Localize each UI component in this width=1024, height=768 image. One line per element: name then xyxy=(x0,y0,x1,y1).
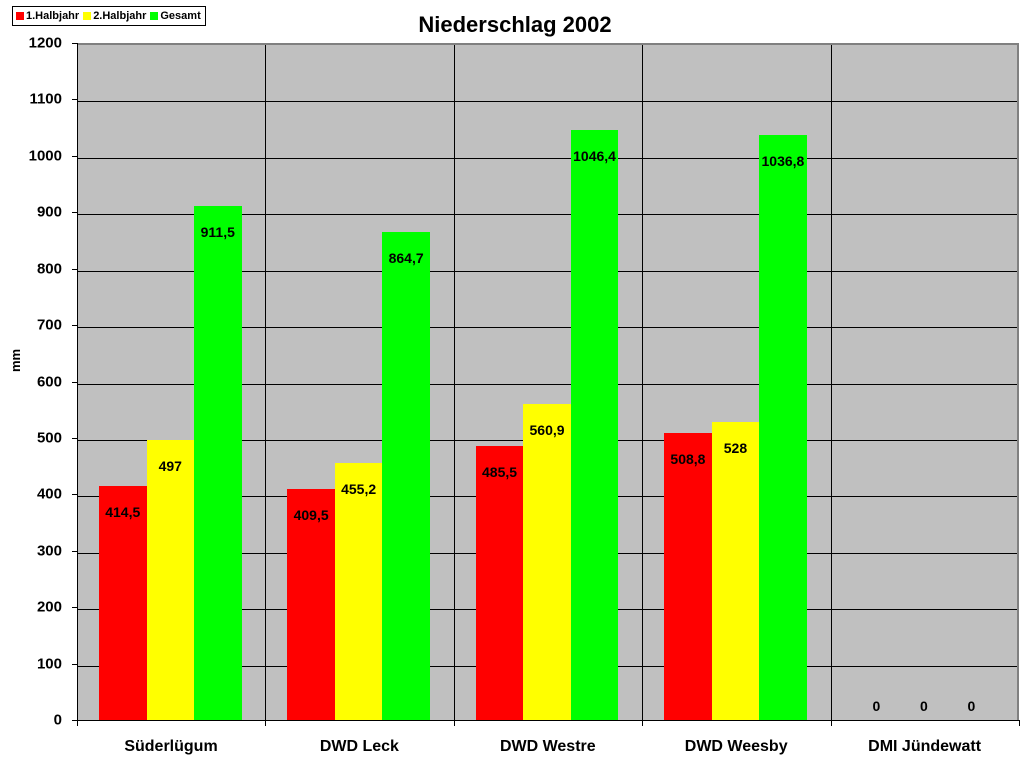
legend-swatch-green xyxy=(150,12,159,20)
y-tick xyxy=(72,212,77,214)
bar-gesamt xyxy=(194,205,242,720)
category-label: DWD Leck xyxy=(319,738,399,755)
data-label: 0 xyxy=(872,698,881,714)
category-label: Süderlügum xyxy=(124,738,218,755)
data-label: 911,5 xyxy=(200,223,235,240)
y-tick xyxy=(72,43,77,44)
category-label: DWD Weesby xyxy=(684,738,788,755)
y-axis-label: mm xyxy=(8,348,23,372)
x-tick xyxy=(642,720,644,726)
y-tick-label: 900 xyxy=(36,203,62,221)
x-tick xyxy=(830,720,832,726)
y-tick xyxy=(72,550,77,552)
y-axis xyxy=(77,43,78,721)
gridline xyxy=(77,270,1017,272)
y-tick xyxy=(72,325,77,327)
data-label: 455,2 xyxy=(341,481,377,498)
legend-item-2-halbjahr: 2.Halbjahr xyxy=(83,10,146,22)
data-label: 497 xyxy=(158,457,182,474)
y-tick-label: 0 xyxy=(53,711,62,729)
plot-area: 414,5 497 911,5 409,5 455,2 864,7 485,5 560,9 10… xyxy=(77,43,1019,720)
data-label: 560,9 xyxy=(529,421,565,438)
legend-label: 1.Halbjahr xyxy=(26,10,80,22)
legend-label: 2.Halbjahr xyxy=(93,10,147,22)
legend-item-gesamt: Gesamt xyxy=(150,10,201,22)
bar-1-halbjahr xyxy=(99,486,147,720)
gridline xyxy=(77,383,1017,385)
category-divider xyxy=(642,45,644,720)
bar-gesamt xyxy=(382,232,430,720)
y-tick xyxy=(72,99,77,101)
bar-1-halbjahr xyxy=(664,432,712,720)
bar-gesamt xyxy=(570,129,619,720)
category-divider xyxy=(265,45,267,720)
y-tick xyxy=(72,494,77,496)
legend-swatch-yellow xyxy=(83,12,92,20)
legend-item-1-halbjahr: 1.Halbjahr xyxy=(16,10,79,22)
y-tick-label: 1100 xyxy=(29,90,62,108)
x-tick xyxy=(453,720,455,726)
bar-2-halbjahr xyxy=(523,403,571,720)
y-tick xyxy=(72,663,77,665)
bar-1-halbjahr xyxy=(475,446,524,720)
y-tick xyxy=(72,155,77,157)
y-tick xyxy=(72,607,77,609)
y-tick-label: 1000 xyxy=(28,147,62,165)
y-tick-label: 500 xyxy=(36,429,62,447)
y-tick-label: 300 xyxy=(36,542,62,560)
category-divider xyxy=(453,45,455,720)
x-axis xyxy=(77,720,1019,721)
y-tick xyxy=(72,381,77,383)
y-tick-label: 100 xyxy=(36,655,62,673)
y-tick-label: 600 xyxy=(36,373,62,390)
data-label: 508,8 xyxy=(670,450,706,467)
data-label: 414,5 xyxy=(105,504,141,521)
x-tick xyxy=(1019,720,1020,726)
y-tick-label: 400 xyxy=(36,485,62,503)
bar-2-halbjahr xyxy=(146,439,194,720)
data-label: 0 xyxy=(919,698,928,714)
data-label: 0 xyxy=(967,698,976,714)
bar-2-halbjahr xyxy=(711,422,760,720)
data-label: 1046,4 xyxy=(573,147,616,164)
y-tick-label: 800 xyxy=(36,260,62,278)
x-tick xyxy=(265,720,267,726)
category-label: DMI Jündewatt xyxy=(868,738,982,755)
y-tick-label: 1200 xyxy=(28,34,62,52)
gridline xyxy=(77,157,1017,159)
chart-title: Niederschlag 2002 xyxy=(418,12,612,37)
y-tick xyxy=(72,437,77,439)
legend-swatch-red xyxy=(16,12,24,20)
y-tick-label: 200 xyxy=(36,598,62,616)
x-tick xyxy=(77,720,78,726)
data-label: 1036,8 xyxy=(761,153,805,170)
y-tick-label: 700 xyxy=(36,316,62,334)
data-label: 409,5 xyxy=(293,506,329,523)
gridline xyxy=(77,214,1017,216)
category-label: DWD Westre xyxy=(499,738,596,755)
legend-label: Gesamt xyxy=(160,10,201,22)
chart-legend: 1.Halbjahr 2.Halbjahr Gesamt xyxy=(12,6,206,26)
y-tick xyxy=(72,268,77,270)
data-label: 485,5 xyxy=(482,464,518,481)
gridline xyxy=(77,327,1017,329)
data-label: 528 xyxy=(723,440,748,457)
bar-2-halbjahr xyxy=(334,463,383,720)
y-tick xyxy=(72,720,77,721)
bar-1-halbjahr xyxy=(287,488,335,720)
gridline xyxy=(77,101,1017,103)
category-divider xyxy=(830,45,832,720)
data-label: 864,7 xyxy=(388,250,424,267)
bar-gesamt xyxy=(759,135,807,720)
